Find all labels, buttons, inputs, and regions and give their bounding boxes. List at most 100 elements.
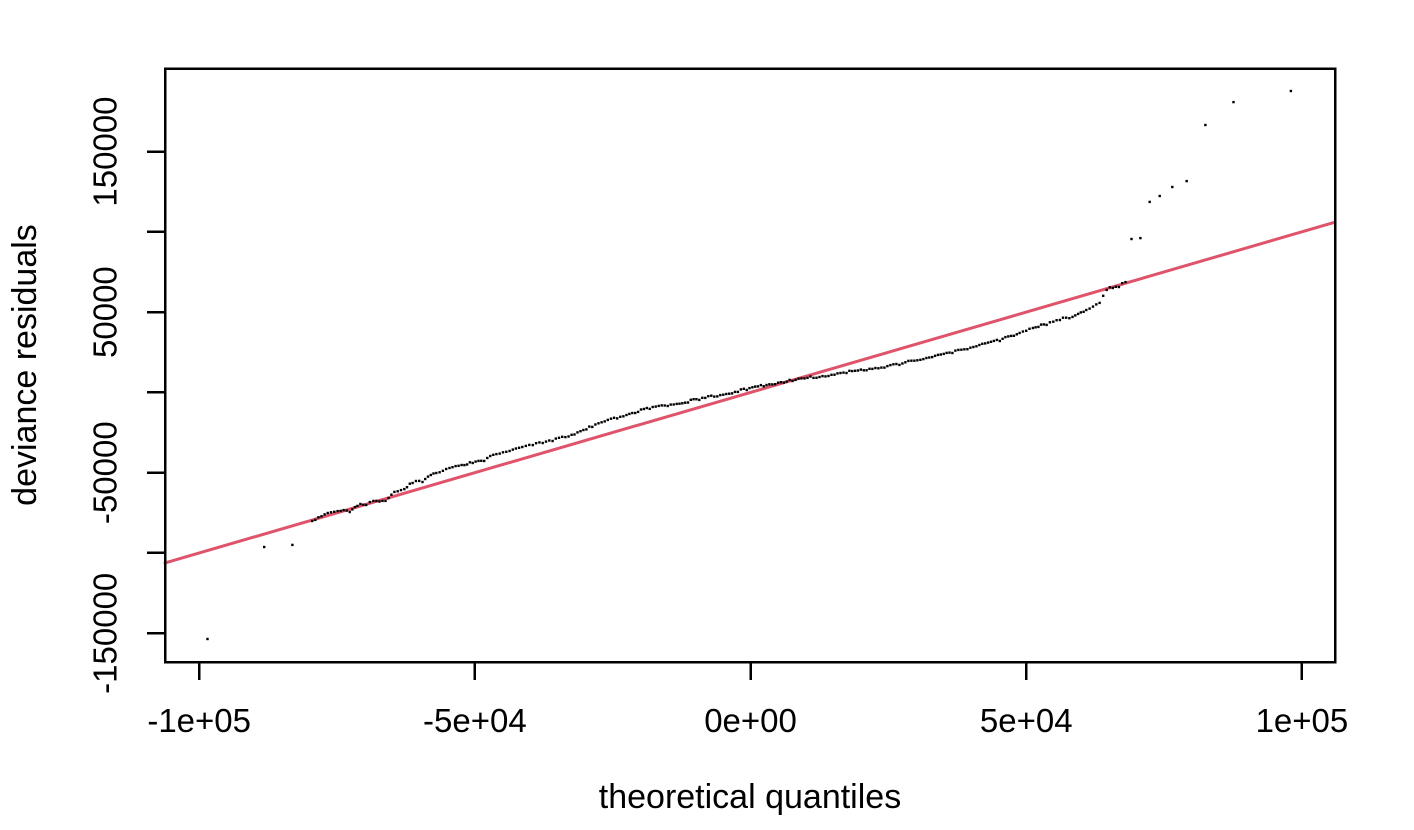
data-point (521, 445, 524, 449)
data-point (695, 398, 698, 401)
data-point (779, 381, 783, 384)
data-point (381, 499, 384, 503)
data-point (904, 361, 907, 364)
data-point (725, 392, 728, 396)
data-point (692, 398, 695, 401)
data-point (1042, 323, 1046, 326)
data-point (378, 500, 381, 503)
data-point (686, 401, 690, 404)
data-point (314, 518, 317, 522)
data-point (1098, 301, 1101, 305)
data-point (1185, 179, 1188, 183)
data-point (1130, 237, 1133, 241)
data-point (336, 509, 339, 513)
data-point (1061, 316, 1065, 319)
data-point (365, 503, 368, 507)
x-axis-title: theoretical quantiles (599, 778, 901, 816)
data-point (730, 392, 734, 395)
data-point (865, 369, 868, 372)
data-point (806, 376, 809, 380)
data-point (919, 358, 922, 361)
data-point (396, 490, 399, 493)
y-axis-title: deviance residuals (6, 224, 44, 506)
data-point (883, 366, 886, 369)
data-point (660, 404, 663, 407)
data-point (818, 375, 821, 379)
data-point (1114, 285, 1117, 288)
data-point (463, 463, 466, 467)
data-point (353, 505, 357, 509)
data-point (1058, 318, 1062, 322)
data-point (1108, 286, 1111, 289)
data-point (1031, 326, 1035, 330)
x-tick-label: -1e+05 (147, 702, 251, 739)
data-point (524, 444, 527, 448)
data-point (375, 499, 378, 503)
data-point (922, 357, 925, 361)
data-point (451, 466, 454, 469)
y-tick-label: -150000 (87, 573, 124, 694)
data-point (995, 338, 999, 342)
data-point (966, 348, 969, 351)
qq-reference-line (163, 220, 1337, 565)
data-point (1088, 307, 1091, 310)
data-point (585, 428, 588, 431)
data-point (505, 450, 508, 453)
data-point (689, 398, 692, 401)
data-point (606, 418, 609, 422)
data-point (1045, 323, 1048, 327)
data-point (722, 393, 725, 396)
data-point (648, 407, 651, 411)
data-point (972, 345, 975, 349)
data-point (457, 464, 460, 467)
data-point (678, 402, 681, 405)
data-point (339, 509, 342, 513)
data-point (441, 469, 445, 472)
data-point (263, 545, 266, 549)
data-point (1117, 285, 1121, 289)
data-point (448, 466, 451, 470)
data-point (1021, 330, 1025, 333)
data-point (333, 510, 336, 513)
data-point (631, 411, 634, 415)
data-point (642, 407, 646, 411)
data-point (548, 439, 551, 442)
data-point (945, 351, 948, 355)
data-point (429, 473, 432, 477)
data-point (1018, 331, 1021, 335)
data-point (672, 403, 675, 406)
data-point (942, 352, 945, 356)
data-point (612, 416, 616, 419)
data-point (954, 349, 957, 352)
data-point (609, 417, 613, 420)
data-point (616, 417, 619, 420)
data-point (408, 482, 411, 485)
data-point (403, 487, 406, 491)
data-point (895, 362, 898, 366)
data-point (557, 436, 561, 439)
data-point (567, 435, 570, 438)
data-point (591, 425, 594, 429)
data-point (1171, 185, 1174, 189)
data-point (928, 356, 931, 359)
data-point (486, 456, 489, 460)
data-point (561, 435, 564, 438)
data-point (785, 380, 788, 383)
data-point (859, 368, 863, 371)
data-point (421, 480, 424, 484)
data-point (460, 463, 463, 467)
y-axis: -150000 -50000 50000 150000 (87, 96, 165, 694)
data-point (405, 486, 409, 489)
data-point (1105, 288, 1108, 292)
data-point (963, 348, 966, 351)
data-point (768, 383, 771, 386)
data-point (588, 425, 591, 428)
data-point (1121, 282, 1124, 285)
data-point (342, 508, 345, 512)
data-point (754, 385, 757, 388)
data-point (483, 459, 486, 463)
x-tick-label: 5e+04 (980, 702, 1073, 739)
data-point (960, 348, 963, 351)
data-point (936, 353, 940, 357)
data-point (564, 435, 567, 439)
